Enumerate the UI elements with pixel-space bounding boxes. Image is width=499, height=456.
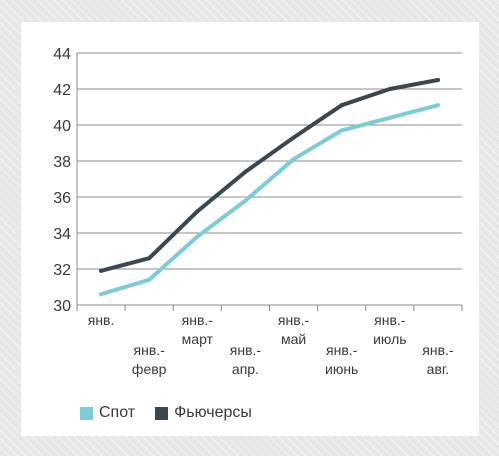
x-tick-label-6-line-1: июль xyxy=(373,331,406,347)
legend-label-futures: Фьючерсы xyxy=(174,404,252,421)
y-tick-label-32: 32 xyxy=(53,262,71,279)
series-0-point-2 xyxy=(195,234,200,239)
series-0-point-5 xyxy=(339,128,344,133)
chart-panel xyxy=(21,22,479,436)
x-tick-label-3: янв.- апр. xyxy=(230,342,262,377)
legend-swatch-futures xyxy=(155,406,169,420)
legend: Спот Фьючерсы xyxy=(80,401,252,425)
x-tick-label-3-line-1: апр. xyxy=(232,361,259,377)
legend-item-futures: Фьючерсы xyxy=(155,404,252,422)
series-1-point-7 xyxy=(435,78,440,82)
series-line-0 xyxy=(99,103,440,297)
series-1-point-2 xyxy=(195,209,200,214)
x-tick-label-7-line-1: авг. xyxy=(427,361,450,377)
series-0-point-4 xyxy=(291,157,296,162)
legend-label-spot: Спот xyxy=(99,404,136,421)
legend-swatch-spot xyxy=(80,406,93,420)
y-tick-label-30: 30 xyxy=(53,298,71,315)
legend-item-spot: Спот xyxy=(80,404,135,422)
series-1-point-4 xyxy=(291,135,296,140)
x-tick-label-2: янв.- март xyxy=(182,312,214,347)
series-1-point-0 xyxy=(99,268,104,273)
x-tick-label-2-line-1: март xyxy=(182,331,214,347)
x-tick-label-0-line-0: янв. xyxy=(88,312,115,328)
x-tick-label-5-line-0: янв.- xyxy=(326,342,358,358)
x-tick-label-5: янв.- июнь xyxy=(325,342,358,377)
y-tick-label-38: 38 xyxy=(53,154,71,171)
x-tick-label-4-line-0: янв.- xyxy=(278,312,310,328)
x-tick-label-5-line-1: июнь xyxy=(325,361,358,377)
x-tick-label-0: янв. xyxy=(88,312,115,328)
x-tick-label-1-line-0: янв.- xyxy=(134,342,166,358)
x-tick-label-4: янв.- май xyxy=(278,312,310,347)
y-tick-label-42: 42 xyxy=(53,82,71,99)
series-0-point-6 xyxy=(387,115,392,120)
series-0-point-7 xyxy=(435,103,440,108)
x-tick-label-4-line-1: май xyxy=(281,331,306,347)
x-tick-label-6: янв.- июль xyxy=(373,312,406,347)
x-tick-label-6-line-0: янв.- xyxy=(374,312,406,328)
x-tick-label-1: янв.- февр xyxy=(132,342,167,377)
series-line-1 xyxy=(99,78,440,273)
series-0-point-3 xyxy=(243,198,248,203)
series-0-point-1 xyxy=(147,277,152,282)
series-1-point-6 xyxy=(387,87,392,91)
series-1-point-5 xyxy=(339,103,344,108)
series-1-point-3 xyxy=(243,169,248,174)
y-tick-label-34: 34 xyxy=(53,226,71,243)
y-tick-label-44: 44 xyxy=(53,46,71,63)
y-tick-label-36: 36 xyxy=(53,190,71,207)
y-tick-label-40: 40 xyxy=(53,118,71,135)
x-tick-label-1-line-1: февр xyxy=(132,361,167,377)
x-tick-label-3-line-0: янв.- xyxy=(230,342,262,358)
x-tick-label-7-line-0: янв.- xyxy=(422,342,454,358)
x-tick-label-2-line-0: янв.- xyxy=(182,312,214,328)
x-tick-label-7: янв.- авг. xyxy=(422,342,454,377)
series-0-point-0 xyxy=(99,292,104,297)
series-1-point-1 xyxy=(147,256,152,261)
